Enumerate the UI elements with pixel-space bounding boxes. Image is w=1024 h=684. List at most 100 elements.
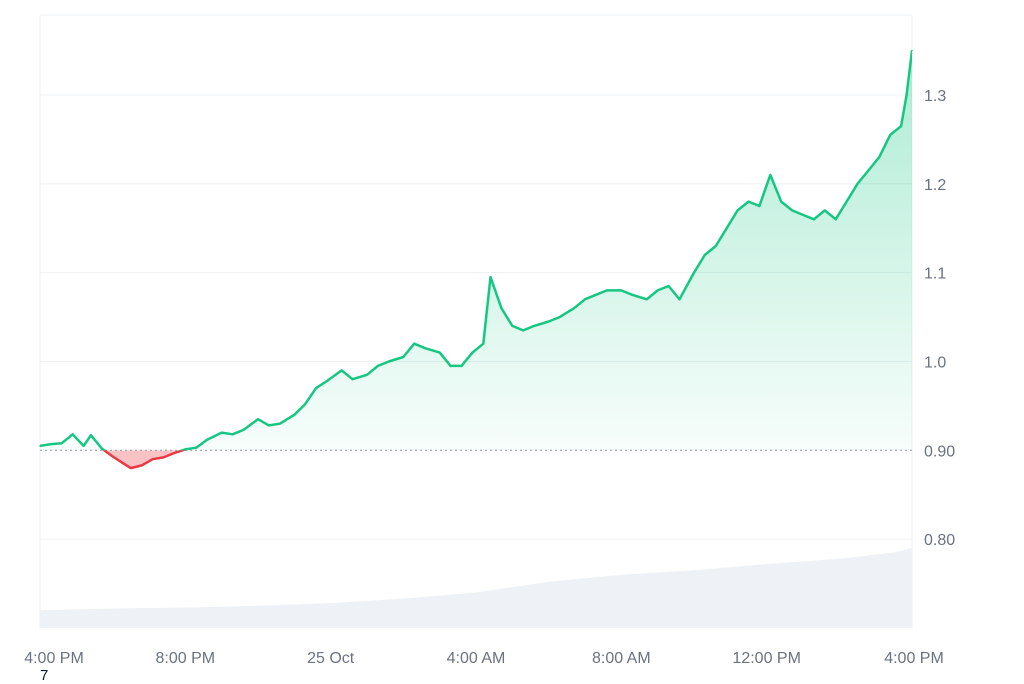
x-tick-label-6: 4:00 PM [884,650,944,667]
data-point-1 [50,443,52,445]
data-point-15 [195,446,197,449]
y-tick-label-5: 0.80 [924,532,955,549]
x-tick-label-1: 8:00 PM [156,650,216,667]
data-point-46 [558,316,561,318]
data-point-4 [82,445,85,447]
data-point-30 [377,365,379,367]
data-point-2 [61,442,63,445]
data-point-25 [315,387,317,389]
data-point-0 [39,445,41,447]
data-point-10 [140,464,143,467]
data-point-41 [500,307,503,310]
y-tick-label-0: 1.3 [924,88,946,105]
data-point-49 [595,294,597,296]
data-point-3 [71,433,74,436]
data-point-55 [667,285,670,287]
data-point-7 [111,455,114,458]
y-axis-labels: 1.3 1.2 1.1 1.0 0.90 0.80 [924,88,955,549]
data-point-26 [326,380,328,382]
data-point-56 [678,298,681,301]
data-point-8 [122,462,125,465]
data-point-63 [758,205,761,207]
x-tick-label-2: 25 Oct [307,650,355,667]
area-fill-down [40,450,912,469]
data-point-70 [834,218,837,221]
data-point-61 [736,209,739,212]
volume-shape [40,548,912,628]
data-point-68 [813,218,815,221]
data-point-42 [511,325,514,327]
data-point-31 [388,360,390,363]
price-line [39,49,913,470]
data-point-33 [413,342,416,345]
data-point-28 [351,378,354,381]
data-point-11 [151,458,154,461]
data-point-35 [438,351,441,354]
data-point-58 [704,254,706,256]
data-point-18 [231,433,234,436]
data-point-9 [130,467,132,469]
data-point-78 [911,49,913,52]
data-point-71 [845,200,848,203]
data-point-65 [780,200,782,203]
y-tick-label-3: 1.0 [924,354,946,371]
data-point-50 [606,289,608,292]
data-point-60 [725,227,728,229]
data-point-76 [900,125,902,127]
corner-label: 7 [40,667,49,684]
data-point-62 [747,200,750,203]
data-point-14 [184,448,187,451]
data-point-32 [402,356,405,358]
data-point-74 [878,156,881,158]
y-tick-label-1: 1.2 [924,177,946,194]
data-point-6 [101,447,103,450]
data-point-45 [547,320,550,323]
data-point-52 [631,294,633,296]
data-point-40 [489,276,492,278]
data-point-75 [889,134,891,136]
data-point-16 [206,438,208,441]
data-point-48 [584,298,586,301]
data-point-57 [693,271,695,274]
data-point-66 [791,209,793,212]
data-point-17 [220,431,223,434]
data-point-19 [242,429,245,431]
data-point-47 [573,307,575,310]
data-point-53 [646,298,648,301]
x-tick-label-5: 12:00 PM [732,650,800,667]
data-point-73 [867,169,870,172]
data-point-51 [620,289,623,292]
data-point-12 [162,456,165,459]
x-tick-label-4: 8:00 AM [592,650,651,667]
data-point-37 [460,365,463,367]
data-point-77 [905,94,908,96]
x-axis-labels: 4:00 PM 8:00 PM 25 Oct 4:00 AM 8:00 AM 12:00 … [24,650,944,667]
x-tick-label-0: 4:00 PM [24,650,84,667]
price-area-fill [40,50,912,469]
data-point-64 [769,174,772,176]
data-point-21 [268,424,270,427]
data-point-59 [715,245,717,247]
data-point-36 [449,365,452,367]
data-point-72 [856,183,859,185]
x-tick-label-3: 4:00 AM [447,650,506,667]
data-point-34 [424,347,426,350]
area-fill-up [40,50,912,451]
data-point-39 [482,342,485,345]
y-tick-label-4: 0.90 [924,443,955,460]
volume-area [40,548,912,628]
data-point-23 [293,414,296,416]
data-point-22 [279,422,281,425]
y-tick-label-2: 1.1 [924,266,946,283]
data-point-38 [471,351,474,354]
data-point-5 [90,434,92,437]
data-point-43 [522,329,524,332]
data-point-69 [824,209,826,212]
data-point-44 [533,325,535,327]
data-point-24 [304,403,307,405]
data-point-13 [173,452,176,454]
data-point-67 [802,214,804,216]
data-point-29 [366,374,368,376]
data-point-54 [656,289,659,292]
